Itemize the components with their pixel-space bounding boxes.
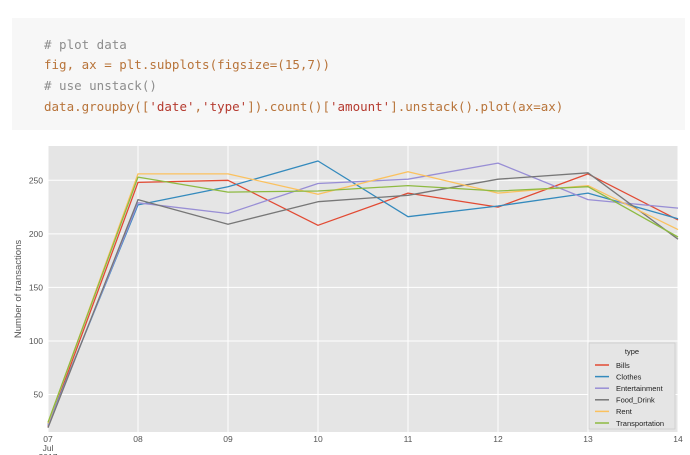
x-tick-sublabel: Jul xyxy=(43,443,54,453)
y-tick-label: 200 xyxy=(29,229,43,239)
series-line-entertainment xyxy=(47,162,679,426)
x-tick-label: 07 xyxy=(43,434,53,444)
code-string-token: 'amount' xyxy=(330,99,391,114)
y-tick-label: 100 xyxy=(29,336,43,346)
y-tick-label: 250 xyxy=(29,175,43,185)
x-tick-label: 14 xyxy=(673,434,683,444)
code-token: ].unstack().plot(ax=ax) xyxy=(390,99,564,114)
code-token: data.groupby([ xyxy=(44,99,150,114)
legend-title: type xyxy=(625,347,639,356)
line-chart: 50 100 150 200 250 07Jul2017 08 09 10 11 12 13 14 Num… xyxy=(13,146,683,455)
code-token: ]).count()[ xyxy=(247,99,330,114)
x-tick-label: 11 xyxy=(404,434,413,444)
legend-entry-label: Rent xyxy=(616,407,633,416)
y-tick-label: 150 xyxy=(29,282,43,292)
series-line-transportation xyxy=(47,176,679,423)
code-line-comment: # use unstack() xyxy=(44,78,157,93)
code-line-subplots: fig, ax = plt.subplots(figsize=(15,7)) xyxy=(44,57,330,72)
code-line-groupby: data.groupby(['date','type']).count()['a… xyxy=(44,99,563,114)
legend-entry-label: Food_Drink xyxy=(616,396,655,405)
series-line-food-drink xyxy=(47,172,679,428)
legend-entry-label: Entertainment xyxy=(616,384,664,393)
legend-entry-label: Clothes xyxy=(616,372,642,381)
code-string-token: 'type' xyxy=(202,99,248,114)
y-tick-label: 50 xyxy=(34,390,44,400)
x-tick-label: 10 xyxy=(313,434,323,444)
x-tick-year-label: 2017 xyxy=(39,452,58,455)
legend-entry-label: Transportation xyxy=(616,419,664,428)
code-line-comment: # plot data xyxy=(44,37,127,52)
legend-box xyxy=(588,342,676,430)
x-tick-label: 12 xyxy=(493,434,503,444)
series-line-bills xyxy=(47,173,679,427)
legend-entry-label: Bills xyxy=(616,361,630,370)
x-tick-label: 09 xyxy=(223,434,233,444)
x-tick-label: 08 xyxy=(133,434,143,444)
x-tick-label: 13 xyxy=(583,434,593,444)
code-token: , xyxy=(194,99,203,114)
legend: type Bills Clothes Entertainment Food_Drink R… xyxy=(588,342,676,430)
y-axis-label: Number of transactions xyxy=(13,240,24,338)
code-string-token: 'date' xyxy=(149,99,195,114)
code-cell[interactable]: # plot data fig, ax = plt.subplots(figsi… xyxy=(12,18,685,130)
